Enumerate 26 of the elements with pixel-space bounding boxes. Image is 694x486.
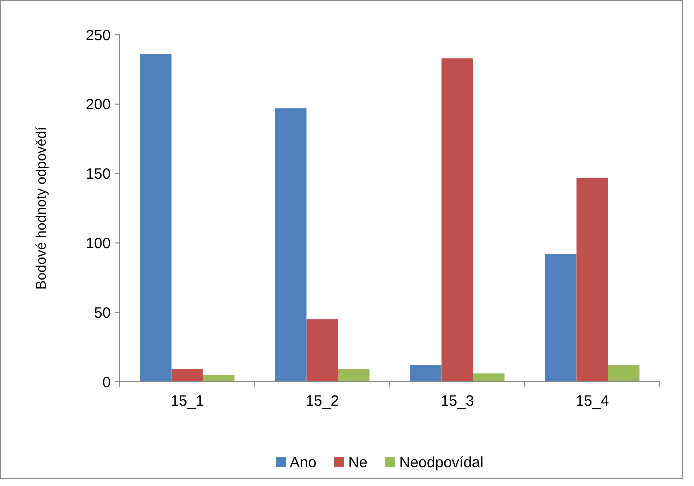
y-tick-label: 150 [86,166,111,184]
y-tick-label: 100 [86,235,111,252]
bar [576,178,608,382]
bar [473,374,505,382]
bar [306,320,338,382]
bar [338,370,370,382]
bar [275,108,307,382]
bar [410,365,442,382]
y-tick-label: 50 [94,304,111,322]
bar [608,365,640,382]
bar [172,370,204,382]
bar [545,254,577,382]
legend-label: Ne [348,454,368,472]
bar [442,58,474,382]
bar [203,375,235,382]
y-tick-label: 250 [86,27,111,44]
bar [140,54,172,382]
legend-label: Neodpovídal [400,454,484,472]
x-tick-label: 15_1 [170,393,204,410]
y-tick-label: 0 [102,374,111,392]
x-tick-label: 15_4 [576,393,610,410]
x-tick-label: 15_2 [306,393,340,410]
x-tick-label: 15_3 [440,393,474,410]
legend-label: Ano [290,454,317,472]
y-axis-title: Bodové hodnoty odpovědí [33,127,49,290]
y-tick-label: 200 [86,96,111,114]
